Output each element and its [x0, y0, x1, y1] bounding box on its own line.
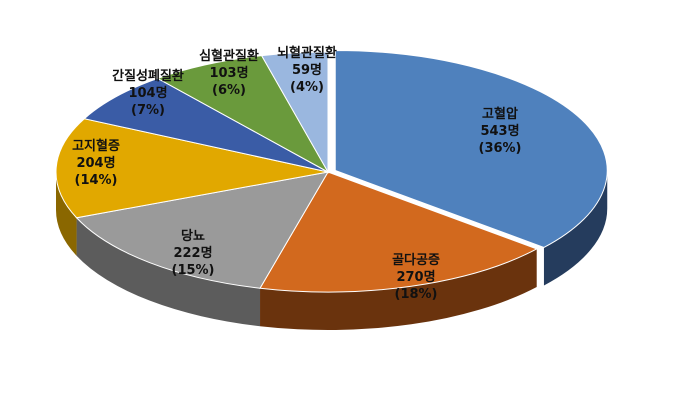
pie-slice	[55, 118, 329, 219]
slice-label-percent-label: (4%)	[290, 80, 324, 95]
slice-label-value-label: 543명	[480, 123, 519, 139]
slice-label-name: 간질성폐질환	[112, 68, 184, 84]
slice-label: 뇌혈관질환 59명 (4%)	[277, 45, 337, 95]
pie-slice	[83, 77, 329, 173]
slice-label-name: 고혈압	[482, 106, 518, 122]
pie-slice	[75, 171, 329, 289]
pie-slice-side	[56, 172, 77, 256]
slice-label-percent-label: (36%)	[479, 141, 522, 156]
slice-label-value-label: 59명	[292, 62, 322, 78]
slice-label-value-label: 103명	[209, 65, 248, 81]
slice-label: 고지혈증 204명 (14%)	[72, 138, 120, 188]
slice-label: 간질성폐질환 104명 (7%)	[112, 68, 184, 118]
pie-slice-side	[260, 248, 537, 330]
slice-label-name: 골다공증	[392, 252, 440, 268]
slice-label-percent-label: (15%)	[172, 263, 215, 278]
slice-label-percent-label: (18%)	[395, 287, 438, 302]
pie-slice	[334, 50, 608, 249]
pie-slice-side	[543, 170, 608, 286]
slice-label-percent-label: (14%)	[75, 173, 118, 188]
slice-label-value-label: 204명	[76, 155, 115, 171]
pie-slice	[259, 171, 538, 293]
pie-slice	[156, 55, 330, 174]
slice-label-percent-label: (6%)	[212, 83, 246, 98]
slice-label-value-label: 104명	[128, 85, 167, 101]
slice-label: 골다공증 270명 (18%)	[392, 252, 440, 302]
pie-labels: 고혈압 543명 (36%) 골다공증 270명 (18%) 당뇨 222명 (15%) 고지혈증…	[72, 45, 521, 302]
slice-label: 고혈압 543명 (36%)	[479, 106, 522, 156]
slice-label-name: 뇌혈관질환	[277, 45, 337, 61]
slice-label: 심혈관질환 103명 (6%)	[199, 48, 259, 98]
slice-label-name: 심혈관질환	[199, 48, 259, 64]
slice-label-value-label: 222명	[173, 245, 212, 261]
slice-label-name: 고지혈증	[72, 138, 120, 154]
pie-slice-side	[76, 217, 261, 327]
pie-tops	[55, 50, 608, 293]
slice-label-value-label: 270명	[396, 269, 435, 285]
slice-label-percent-label: (7%)	[131, 103, 165, 118]
pie-sides	[56, 170, 608, 330]
slice-label: 당뇨 222명 (15%)	[172, 228, 215, 278]
slice-label-name: 당뇨	[181, 228, 205, 244]
pie-slice	[260, 51, 329, 174]
